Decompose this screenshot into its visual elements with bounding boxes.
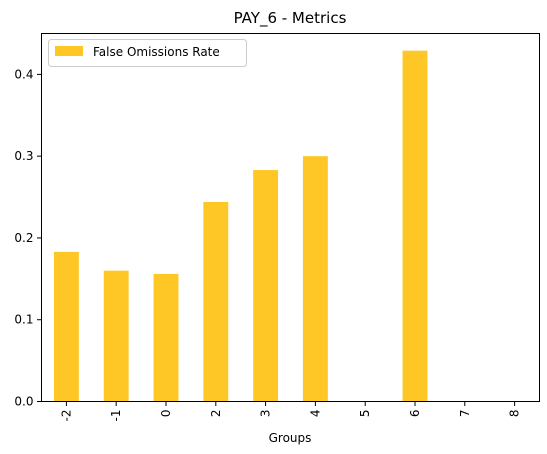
y-axis: 0.0 0.1 0.2 0.3 0.4	[14, 67, 42, 409]
legend-label: False Omissions Rate	[93, 45, 220, 59]
legend-swatch	[55, 46, 83, 56]
plot-frame	[41, 33, 540, 402]
x-tick-label: 6	[408, 410, 422, 418]
y-tick-label: 0.1	[14, 313, 33, 327]
bar--2	[53, 251, 79, 402]
y-tick-label: 0.4	[14, 67, 33, 81]
bar-0	[153, 273, 179, 402]
bar-4	[302, 156, 328, 402]
legend-box	[48, 39, 247, 67]
bar--1	[103, 270, 129, 402]
x-tick-label: -1	[109, 410, 123, 422]
bar-2	[203, 201, 229, 402]
bar-6	[402, 50, 428, 402]
x-tick-label: 2	[209, 410, 223, 418]
x-tick-label: 4	[308, 410, 322, 418]
bars-group	[53, 50, 428, 402]
y-tick-label: 0.0	[14, 395, 33, 409]
legend: False Omissions Rate	[48, 39, 247, 67]
chart-title: PAY_6 - Metrics	[234, 9, 347, 28]
x-tick-label: 3	[259, 410, 273, 418]
x-tick-label: 0	[159, 410, 173, 418]
x-tick-label: 5	[358, 410, 372, 418]
x-tick-label: -2	[59, 410, 73, 422]
bar-3	[253, 170, 279, 402]
x-tick-label: 7	[458, 410, 472, 418]
x-tick-label: 8	[508, 410, 522, 418]
x-axis-label: Groups	[269, 431, 312, 445]
x-axis: -2 -1 0 2 3 4 5 6 7 8	[59, 401, 522, 422]
y-tick-label: 0.2	[14, 231, 33, 245]
y-tick-label: 0.3	[14, 149, 33, 163]
